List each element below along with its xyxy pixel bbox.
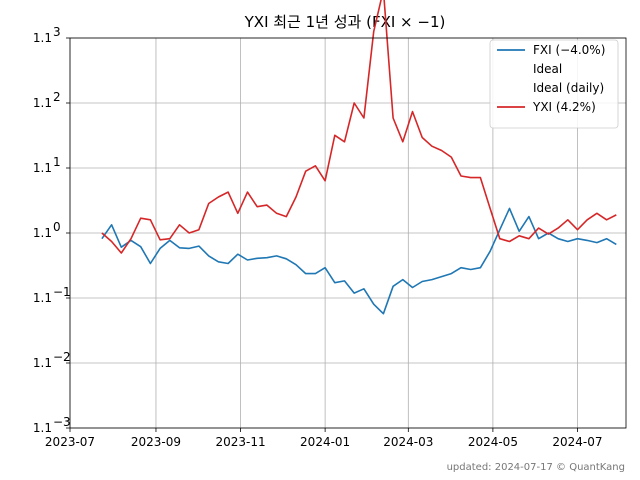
x-tick-label: 2023-07 [45, 435, 95, 449]
y-tick-exponent: 3 [53, 25, 61, 39]
y-tick-label: 1.1 [33, 291, 52, 305]
y-tick-exponent: 0 [53, 220, 61, 234]
x-axis-ticks: 2023-07 2023-09 2023-11 2024-01 2024-03 2024-… [45, 428, 603, 449]
legend: FXI (−4.0%) Ideal Ideal (daily) YXI (4.2%) [489, 39, 619, 129]
y-tick-label: 1.1 [33, 96, 52, 110]
x-tick-label: 2023-09 [131, 435, 181, 449]
y-tick-label: 1.1 [33, 161, 52, 175]
y-tick-exponent: −3 [53, 415, 71, 429]
x-tick-label: 2024-03 [383, 435, 433, 449]
x-tick-label: 2023-11 [215, 435, 265, 449]
x-tick-label: 2024-05 [468, 435, 518, 449]
y-tick-label: 1.1 [33, 356, 52, 370]
series-line-fxi [101, 207, 617, 315]
x-tick-label: 2024-01 [300, 435, 350, 449]
y-tick-exponent: −2 [53, 350, 71, 364]
y-axis-ticks: 1.1 −31.1 −21.1 −11.1 01.1 11.1 21.1 3 [33, 25, 71, 435]
footer-note: updated: 2024-07-17 © QuantKang [447, 462, 625, 473]
legend-label: YXI (4.2%) [532, 100, 596, 114]
y-tick-exponent: 2 [53, 90, 61, 104]
legend-label: Ideal (daily) [533, 81, 604, 95]
y-tick-label: 1.1 [33, 226, 52, 240]
legend-box [489, 39, 619, 129]
x-tick-label: 2024-07 [552, 435, 602, 449]
y-tick-label: 1.1 [33, 31, 52, 45]
y-tick-exponent: 1 [53, 155, 61, 169]
series-line-yxi [101, 0, 617, 254]
legend-label: FXI (−4.0%) [533, 43, 605, 57]
grid [69, 37, 626, 429]
chart-title: YXI 최근 1년 성과 (FXI × −1) [244, 13, 446, 31]
y-tick-label: 1.1 [33, 421, 52, 435]
series-lines [101, 0, 617, 315]
legend-label: Ideal [533, 62, 562, 76]
y-tick-exponent: −1 [53, 285, 71, 299]
